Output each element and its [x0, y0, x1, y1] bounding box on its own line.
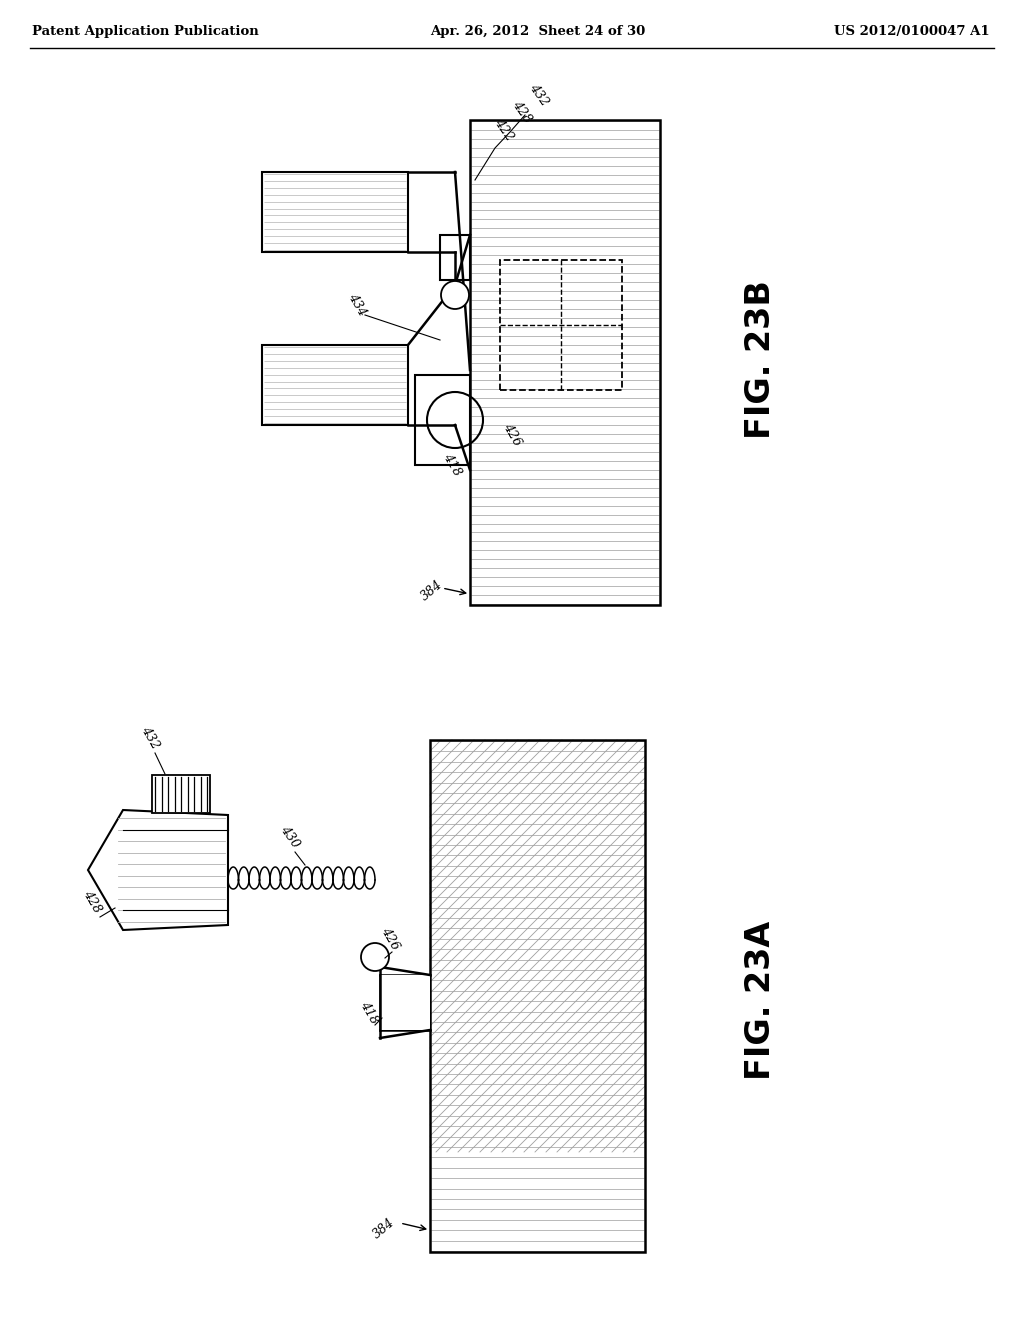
Bar — [152, 775, 210, 813]
Text: 384: 384 — [418, 578, 444, 603]
Text: 434: 434 — [345, 290, 369, 318]
Bar — [262, 172, 408, 252]
Circle shape — [441, 281, 469, 309]
Text: 432: 432 — [138, 723, 161, 751]
Text: FIG. 23B: FIG. 23B — [743, 281, 776, 440]
Text: 428: 428 — [510, 98, 535, 125]
Text: 418: 418 — [357, 999, 380, 1026]
Text: Patent Application Publication: Patent Application Publication — [32, 25, 259, 38]
Text: 422: 422 — [492, 116, 516, 143]
Text: 426: 426 — [378, 925, 401, 952]
Bar — [500, 260, 622, 389]
Bar — [415, 375, 470, 465]
Text: 430: 430 — [278, 822, 302, 850]
Text: Apr. 26, 2012  Sheet 24 of 30: Apr. 26, 2012 Sheet 24 of 30 — [430, 25, 645, 38]
Bar — [380, 975, 430, 1030]
Text: 428: 428 — [80, 888, 103, 915]
Bar — [430, 741, 645, 1251]
Text: US 2012/0100047 A1: US 2012/0100047 A1 — [835, 25, 990, 38]
Circle shape — [361, 942, 389, 972]
Text: 426: 426 — [500, 421, 523, 447]
Bar — [262, 345, 408, 425]
Bar — [470, 120, 660, 605]
Text: FIG. 23A: FIG. 23A — [743, 920, 776, 1080]
Text: 432: 432 — [527, 81, 551, 108]
Bar — [440, 235, 470, 280]
Text: 384: 384 — [370, 1216, 396, 1241]
Polygon shape — [88, 810, 228, 931]
Text: 418: 418 — [440, 450, 463, 478]
